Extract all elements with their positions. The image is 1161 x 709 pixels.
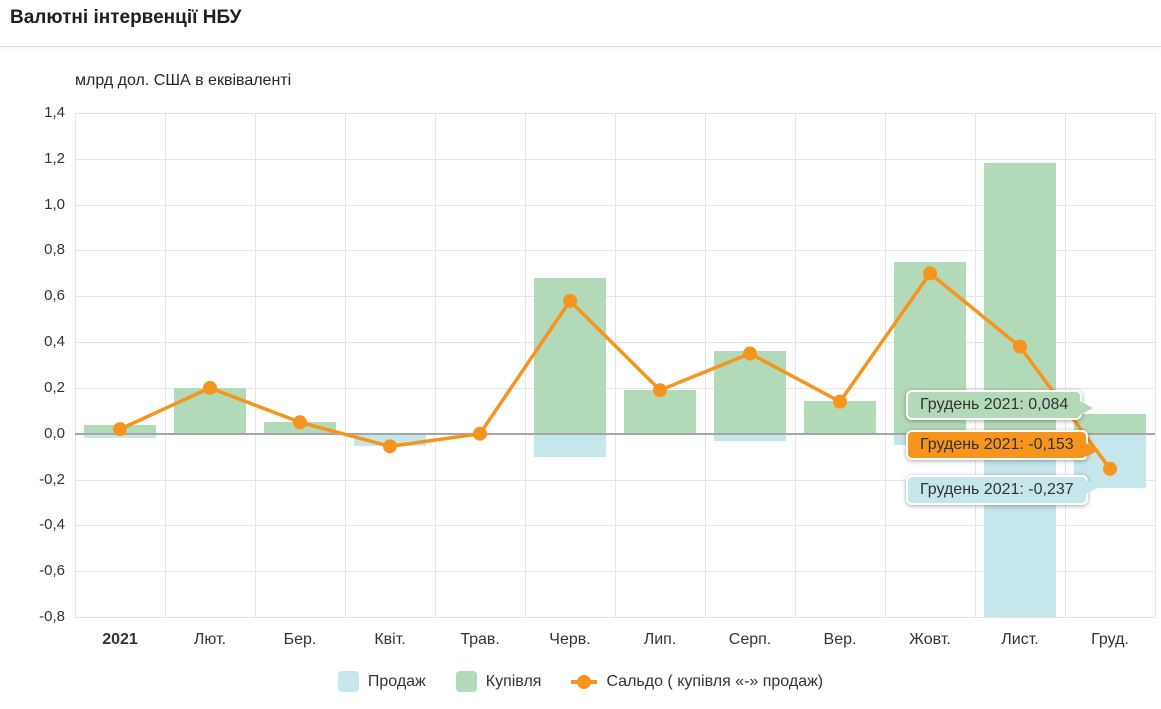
tooltip-kupivlia-december: Грудень 2021: 0,084 bbox=[906, 390, 1094, 420]
x-axis-label-7: Серп. bbox=[728, 631, 772, 648]
gridline-vertical bbox=[255, 113, 256, 617]
saldo-point-3[interactable] bbox=[383, 439, 397, 454]
y-axis-tick-label: -0,4 bbox=[39, 516, 65, 534]
tooltip-kupivlia-text: Грудень 2021: 0,084 bbox=[920, 396, 1069, 413]
bar-prodazh-7[interactable] bbox=[714, 433, 786, 441]
tooltip-prodazh-text: Грудень 2021: -0,237 bbox=[920, 481, 1074, 498]
legend-item-saldo[interactable]: Сальдо ( купівля «-» продаж) bbox=[571, 673, 823, 691]
x-axis-label-0: 2021 bbox=[102, 631, 138, 648]
tooltip-saldo-text: Грудень 2021: -0,153 bbox=[920, 436, 1074, 453]
tooltip-kupivlia-arrow-icon bbox=[1080, 401, 1094, 415]
x-axis-label-2: Бер. bbox=[283, 631, 317, 648]
legend-item-kupivlia[interactable]: Купівля bbox=[455, 671, 542, 692]
saldo-point-10[interactable] bbox=[1013, 339, 1027, 354]
y-axis-tick-label: -0,8 bbox=[39, 608, 65, 625]
legend: Продаж Купівля Сальдо ( купівля «-» прод… bbox=[0, 671, 1161, 692]
y-axis-tick-label: 1,2 bbox=[44, 149, 65, 167]
y-axis-tick-label: 0,8 bbox=[44, 241, 65, 259]
legend-label-kupivlia: Купівля bbox=[485, 672, 542, 690]
y-axis-tick-label: 0,2 bbox=[44, 378, 65, 396]
gridline-vertical bbox=[345, 113, 346, 617]
saldo-point-11[interactable] bbox=[1103, 461, 1117, 476]
gridline-vertical bbox=[75, 113, 76, 617]
gridline-vertical bbox=[1155, 113, 1156, 617]
y-axis-tick-label: 0,6 bbox=[44, 287, 65, 305]
y-axis-tick-label: 0,4 bbox=[44, 333, 65, 351]
x-axis-label-11: Груд. bbox=[1091, 631, 1129, 648]
bar-prodazh-5[interactable] bbox=[534, 433, 606, 457]
saldo-line bbox=[119, 270, 1112, 470]
legend-label-prodazh: Продаж bbox=[367, 672, 426, 690]
header-divider bbox=[0, 46, 1161, 47]
saldo-legend-dot-icon bbox=[577, 674, 592, 689]
y-axis-tick-label: -0,6 bbox=[39, 562, 65, 580]
saldo-line-marker-icon bbox=[571, 674, 598, 689]
zero-axis-line bbox=[75, 432, 1155, 435]
x-axis-label-5: Черв. bbox=[549, 631, 591, 648]
y-axis-tick-label: 1,4 bbox=[44, 104, 65, 121]
saldo-point-7[interactable] bbox=[743, 346, 757, 361]
saldo-point-2[interactable] bbox=[293, 415, 307, 430]
gridline-vertical bbox=[975, 113, 976, 617]
x-axis-label-9: Жовт. bbox=[909, 631, 951, 648]
saldo-point-6[interactable] bbox=[653, 383, 667, 398]
gridline-vertical bbox=[165, 113, 166, 617]
bar-kupivlia-11[interactable] bbox=[1074, 414, 1146, 434]
saldo-point-0[interactable] bbox=[113, 422, 127, 437]
y-axis-tick-label: 1,0 bbox=[44, 195, 65, 213]
saldo-line-layer bbox=[113, 266, 1117, 476]
x-axis-label-3: Квіт. bbox=[374, 631, 406, 648]
gridline-horizontal bbox=[75, 617, 1155, 618]
kupivlia-swatch-icon bbox=[455, 671, 477, 692]
tooltip-prodazh-december: Грудень 2021: -0,237 bbox=[906, 475, 1099, 505]
bar-kupivlia-10[interactable] bbox=[984, 163, 1056, 434]
y-axis-tick-label: -0,2 bbox=[39, 470, 65, 488]
gridline-vertical bbox=[435, 113, 436, 617]
saldo-point-4[interactable] bbox=[473, 426, 487, 441]
saldo-point-9[interactable] bbox=[923, 266, 937, 281]
x-axis-label-1: Лют. bbox=[193, 631, 227, 648]
tooltip-prodazh-arrow-icon bbox=[1085, 480, 1099, 494]
x-axis-label-10: Лист. bbox=[1001, 631, 1039, 648]
gridline-vertical bbox=[885, 113, 886, 617]
gridline-vertical bbox=[1065, 113, 1066, 617]
tooltip-saldo-december: Грудень 2021: -0,153 bbox=[906, 430, 1099, 460]
gridline-vertical bbox=[705, 113, 706, 617]
tooltip-saldo-arrow-icon bbox=[1085, 443, 1099, 457]
bar-prodazh-10[interactable] bbox=[984, 433, 1056, 617]
saldo-point-5[interactable] bbox=[563, 293, 577, 308]
gridline-vertical bbox=[615, 113, 616, 617]
y-axis-unit-label: млрд дол. США в еквіваленті bbox=[75, 72, 292, 89]
x-axis-label-8: Вер. bbox=[823, 631, 857, 648]
x-axis-label-4: Трав. bbox=[460, 631, 500, 648]
y-axis-tick-label: 0,0 bbox=[44, 424, 65, 442]
saldo-point-8[interactable] bbox=[833, 394, 847, 409]
page-title: Валютні інтервенції НБУ bbox=[10, 7, 242, 28]
gridline-vertical bbox=[795, 113, 796, 617]
x-axis-label-6: Лип. bbox=[643, 631, 677, 648]
legend-label-saldo: Сальдо ( купівля «-» продаж) bbox=[606, 672, 824, 690]
prodazh-swatch-icon bbox=[337, 671, 359, 692]
legend-item-prodazh[interactable]: Продаж bbox=[337, 671, 426, 692]
bar-kupivlia-6[interactable] bbox=[624, 390, 696, 434]
saldo-point-1[interactable] bbox=[203, 380, 217, 395]
